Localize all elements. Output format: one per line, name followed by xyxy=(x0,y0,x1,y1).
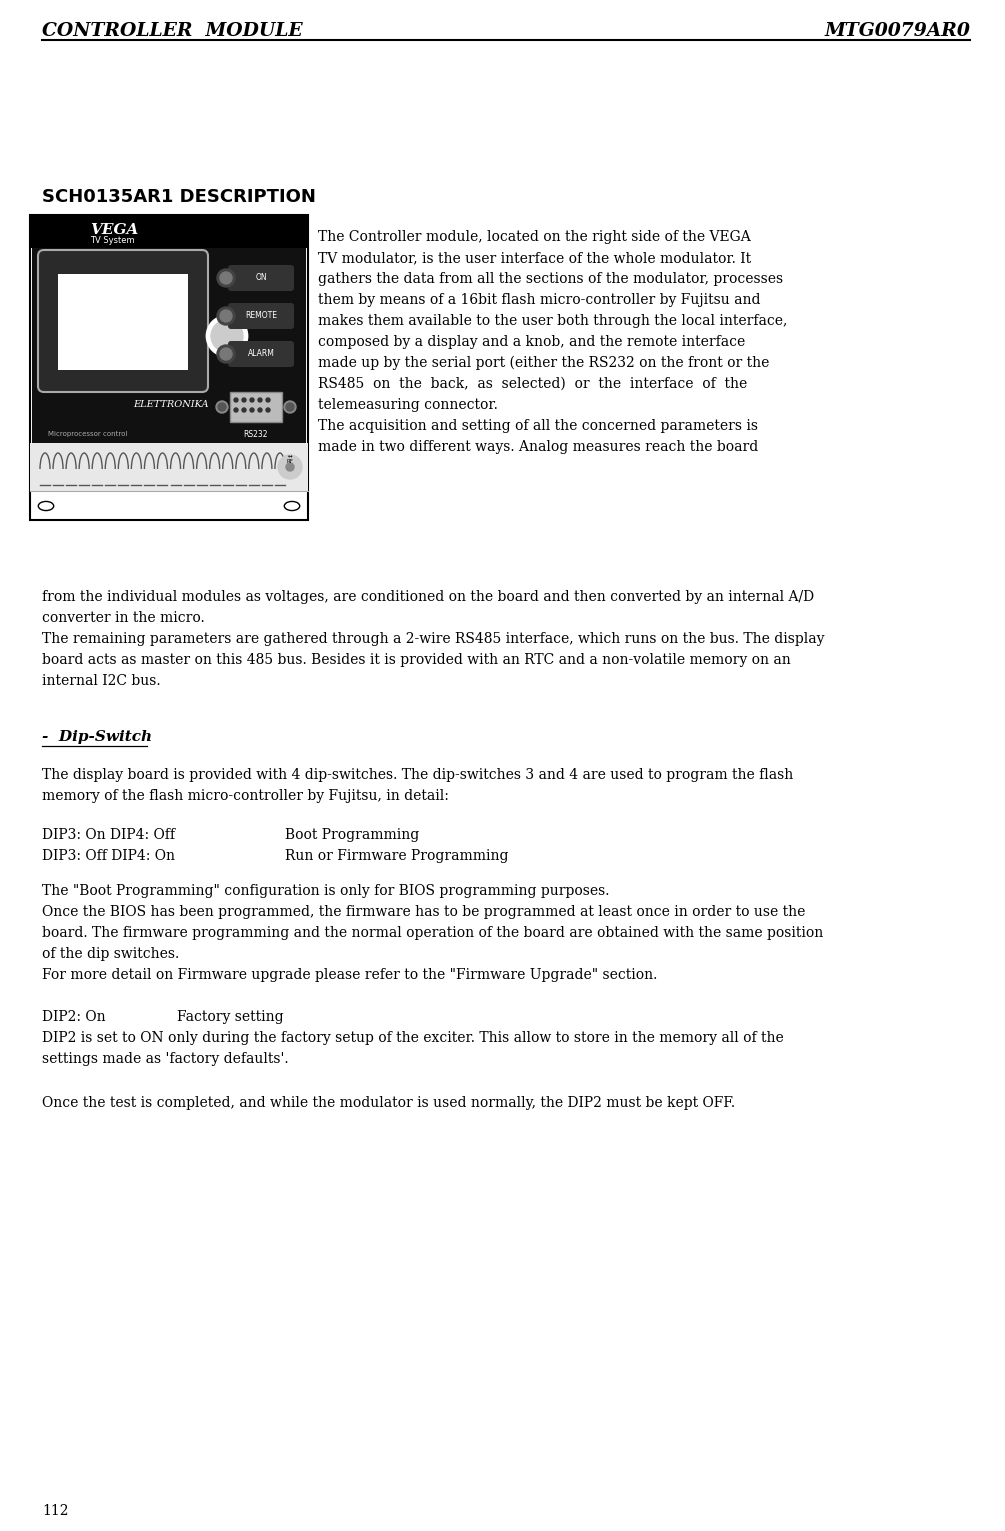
Text: board. The firmware programming and the normal operation of the board are obtain: board. The firmware programming and the … xyxy=(42,926,823,940)
Text: made in two different ways. Analog measures reach the board: made in two different ways. Analog measu… xyxy=(318,439,758,455)
Text: them by means of a 16bit flash micro-controller by Fujitsu and: them by means of a 16bit flash micro-con… xyxy=(318,292,761,308)
Text: The display board is provided with 4 dip-switches. The dip-switches 3 and 4 are : The display board is provided with 4 dip… xyxy=(42,769,793,782)
Text: The "Boot Programming" configuration is only for BIOS programming purposes.: The "Boot Programming" configuration is … xyxy=(42,883,609,899)
Text: makes them available to the user both through the local interface,: makes them available to the user both th… xyxy=(318,314,787,328)
Circle shape xyxy=(286,462,294,472)
Text: DIP2 is set to ON only during the factory setup of the exciter. This allow to st: DIP2 is set to ON only during the factor… xyxy=(42,1030,784,1046)
Text: 112: 112 xyxy=(42,1503,68,1519)
Ellipse shape xyxy=(38,225,53,234)
Circle shape xyxy=(266,398,270,403)
Circle shape xyxy=(258,407,262,412)
Text: MTG0079AR0: MTG0079AR0 xyxy=(824,21,970,40)
Circle shape xyxy=(211,320,243,352)
Text: from the individual modules as voltages, are conditioned on the board and then c: from the individual modules as voltages,… xyxy=(42,589,814,605)
Text: REMOTE: REMOTE xyxy=(245,311,277,320)
Circle shape xyxy=(258,398,262,403)
FancyBboxPatch shape xyxy=(228,303,294,329)
Text: DIP3: On DIP4: Off: DIP3: On DIP4: Off xyxy=(42,828,175,842)
Text: Boot Programming: Boot Programming xyxy=(285,828,419,842)
Circle shape xyxy=(242,398,246,403)
Circle shape xyxy=(234,398,238,403)
Circle shape xyxy=(250,398,254,403)
Text: settings made as 'factory defaults'.: settings made as 'factory defaults'. xyxy=(42,1052,288,1066)
FancyBboxPatch shape xyxy=(228,341,294,367)
Text: DIP2: On: DIP2: On xyxy=(42,1010,106,1024)
Text: The acquisition and setting of all the concerned parameters is: The acquisition and setting of all the c… xyxy=(318,419,758,433)
Text: CONTROLLER  MODULE: CONTROLLER MODULE xyxy=(42,21,303,40)
Ellipse shape xyxy=(284,502,299,510)
Text: ↔
RF: ↔ RF xyxy=(286,453,293,464)
Text: converter in the micro.: converter in the micro. xyxy=(42,611,205,625)
Text: TV modulator, is the user interface of the whole modulator. It: TV modulator, is the user interface of t… xyxy=(318,251,751,265)
Text: ELETTRONIKA: ELETTRONIKA xyxy=(133,400,208,409)
Circle shape xyxy=(234,407,238,412)
Circle shape xyxy=(217,269,235,286)
Text: Run or Firmware Programming: Run or Firmware Programming xyxy=(285,850,509,863)
Bar xyxy=(30,214,308,521)
Text: of the dip switches.: of the dip switches. xyxy=(42,948,179,961)
Text: Factory setting: Factory setting xyxy=(177,1010,283,1024)
Text: internal I2C bus.: internal I2C bus. xyxy=(42,674,161,687)
Circle shape xyxy=(216,401,228,413)
Circle shape xyxy=(218,403,226,410)
Bar xyxy=(32,248,306,442)
Text: ALARM: ALARM xyxy=(247,349,274,358)
Ellipse shape xyxy=(284,225,299,234)
Circle shape xyxy=(220,273,232,283)
Text: The remaining parameters are gathered through a 2-wire RS485 interface, which ru: The remaining parameters are gathered th… xyxy=(42,632,824,646)
Text: Once the test is completed, and while the modulator is used normally, the DIP2 m: Once the test is completed, and while th… xyxy=(42,1096,735,1110)
Text: SCH0135AR1 DESCRIPTION: SCH0135AR1 DESCRIPTION xyxy=(42,188,316,207)
Circle shape xyxy=(207,315,247,357)
Circle shape xyxy=(286,403,294,410)
Text: DIP3: Off DIP4: On: DIP3: Off DIP4: On xyxy=(42,850,175,863)
Ellipse shape xyxy=(38,502,53,510)
Text: memory of the flash micro-controller by Fujitsu, in detail:: memory of the flash micro-controller by … xyxy=(42,788,449,802)
Text: composed by a display and a knob, and the remote interface: composed by a display and a knob, and th… xyxy=(318,335,746,349)
Text: TV System: TV System xyxy=(90,236,135,245)
Text: Microprocessor control: Microprocessor control xyxy=(48,432,128,436)
Text: made up by the serial port (either the RS232 on the front or the: made up by the serial port (either the R… xyxy=(318,357,770,371)
Text: board acts as master on this 485 bus. Besides it is provided with an RTC and a n: board acts as master on this 485 bus. Be… xyxy=(42,654,791,668)
Circle shape xyxy=(266,407,270,412)
Text: Once the BIOS has been programmed, the firmware has to be programmed at least on: Once the BIOS has been programmed, the f… xyxy=(42,905,805,919)
Circle shape xyxy=(242,407,246,412)
Text: ON: ON xyxy=(255,274,266,283)
Circle shape xyxy=(220,309,232,322)
Bar xyxy=(30,214,308,248)
Bar xyxy=(230,392,282,423)
Text: -  Dip-Switch: - Dip-Switch xyxy=(42,730,152,744)
Bar xyxy=(30,442,308,491)
Circle shape xyxy=(217,344,235,363)
Circle shape xyxy=(284,401,296,413)
Bar xyxy=(58,274,188,371)
Text: RS232: RS232 xyxy=(244,430,268,439)
Circle shape xyxy=(278,455,302,479)
Text: gathers the data from all the sections of the modulator, processes: gathers the data from all the sections o… xyxy=(318,273,783,286)
Text: RS485  on  the  back,  as  selected)  or  the  interface  of  the: RS485 on the back, as selected) or the i… xyxy=(318,377,748,390)
Circle shape xyxy=(250,407,254,412)
Text: VEGA: VEGA xyxy=(90,224,139,237)
Text: For more detail on Firmware upgrade please refer to the "Firmware Upgrade" secti: For more detail on Firmware upgrade plea… xyxy=(42,968,657,981)
FancyBboxPatch shape xyxy=(38,250,208,392)
Text: telemeasuring connector.: telemeasuring connector. xyxy=(318,398,497,412)
Text: The Controller module, located on the right side of the VEGA: The Controller module, located on the ri… xyxy=(318,230,751,243)
Circle shape xyxy=(217,308,235,325)
FancyBboxPatch shape xyxy=(228,265,294,291)
Circle shape xyxy=(220,348,232,360)
